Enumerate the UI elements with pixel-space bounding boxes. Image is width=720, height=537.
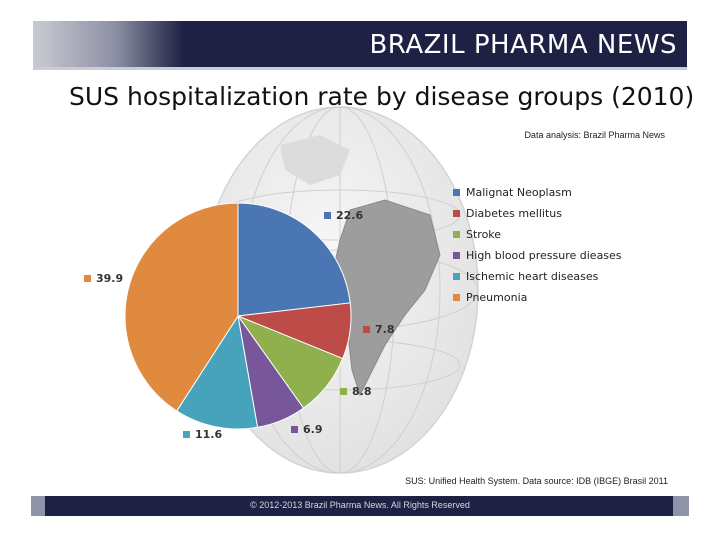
legend-item-high-blood-pressure-dieases: High blood pressure dieases — [453, 245, 622, 266]
chart-title: SUS hospitalization rate by disease grou… — [69, 82, 695, 111]
legend-label: Ischemic heart diseases — [466, 270, 599, 283]
legend-swatch — [453, 210, 460, 217]
legend-label: Diabetes mellitus — [466, 207, 562, 220]
data-label-stroke: 8.8 — [352, 385, 372, 398]
legend-item-diabetes-mellitus: Diabetes mellitus — [453, 203, 622, 224]
legend-label: Pneumonia — [466, 291, 528, 304]
legend-label: Malignat Neoplasm — [466, 186, 572, 199]
legend-item-ischemic-heart-diseases: Ischemic heart diseases — [453, 266, 622, 287]
data-label-diabetes-mellitus: 7.8 — [375, 323, 395, 336]
banner-pills-image — [33, 21, 183, 67]
footer-bar: © 2012-2013 Brazil Pharma News. All Righ… — [31, 496, 689, 516]
data-label-swatch — [324, 212, 331, 219]
pie-slice-ischemic-heart-diseases — [176, 314, 259, 430]
legend-label: High blood pressure dieases — [466, 249, 622, 262]
pie-slice-malignat-neoplasm — [237, 202, 351, 317]
legend-item-malignat-neoplasm: Malignat Neoplasm — [453, 182, 622, 203]
legend-swatch — [453, 294, 460, 301]
legend-swatch — [453, 189, 460, 196]
header-banner: BRAZIL PHARMA NEWS — [33, 21, 687, 67]
legend-item-pneumonia: Pneumonia — [453, 287, 622, 308]
chart-legend: Malignat Neoplasm Diabetes mellitus Stroke… — [453, 182, 622, 308]
source-note: SUS: Unified Health System. Data source:… — [405, 476, 668, 486]
data-label-swatch — [363, 326, 370, 333]
legend-swatch — [453, 273, 460, 280]
data-label-high-blood-pressure-dieases: 6.9 — [303, 423, 323, 436]
data-label-ischemic-heart-diseases: 11.6 — [195, 428, 222, 441]
footer-logo-right — [673, 496, 689, 516]
data-label-swatch — [340, 388, 347, 395]
data-label-pneumonia: 39.9 — [96, 272, 123, 285]
legend-item-stroke: Stroke — [453, 224, 622, 245]
data-label-swatch — [183, 431, 190, 438]
copyright-text: © 2012-2013 Brazil Pharma News. All Righ… — [250, 500, 470, 510]
brand-title: BRAZIL PHARMA NEWS — [369, 30, 677, 60]
legend-swatch — [453, 252, 460, 259]
header-divider — [33, 67, 687, 70]
footer-logo-left — [31, 496, 45, 516]
data-label-swatch — [84, 275, 91, 282]
data-label-swatch — [291, 426, 298, 433]
analysis-credit: Data analysis: Brazil Pharma News — [524, 130, 665, 140]
data-label-malignat-neoplasm: 22.6 — [336, 209, 363, 222]
pie-slice-pneumonia — [124, 202, 239, 412]
legend-swatch — [453, 231, 460, 238]
legend-label: Stroke — [466, 228, 502, 241]
